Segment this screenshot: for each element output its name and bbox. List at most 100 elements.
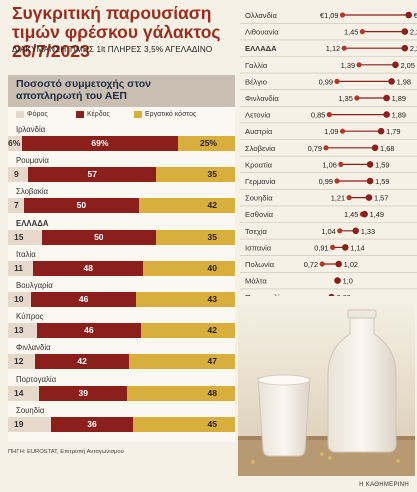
data-label: 42 (207, 325, 217, 336)
bar-segment-profit: 46 (37, 323, 141, 339)
bar-segment-tax: 14 (8, 385, 40, 401)
data-label: 25% (199, 138, 217, 148)
legend-item-labor: Εργατικό κόστος (134, 111, 196, 118)
bar-row: Κύπρος 13 46 42 (8, 312, 235, 343)
bar-segment-profit: 50 (24, 198, 139, 214)
source-note: ΠΗΓΗ: EUROSTAT, Επιτροπή Ανταγωνισμού (8, 449, 124, 455)
bar-segment-profit: 36 (51, 416, 133, 432)
max-dot (383, 111, 390, 118)
max-dot (371, 144, 379, 152)
max-value-label: 1,14 (350, 243, 364, 252)
max-value-label: 1,79 (386, 127, 400, 136)
bar-row: Πορτογαλία 14 39 48 (8, 375, 235, 406)
milk-bottle (327, 315, 397, 453)
min-dot (334, 178, 340, 184)
max-value-label: 1,98 (397, 77, 411, 86)
max-dot (401, 28, 409, 35)
country-label: Κροατία (245, 160, 273, 169)
stacked-bar: 13 46 42 (8, 323, 235, 339)
min-dot (319, 261, 325, 267)
min-value-label: 1,39 (341, 61, 355, 70)
min-value-label: 0,99 (319, 177, 333, 186)
data-label: 35 (207, 169, 217, 180)
country-label: Γαλλία (245, 61, 268, 70)
min-dot (337, 228, 343, 234)
bar-row: Ιταλία 11 48 40 (8, 250, 235, 281)
stacked-bar: 12 42 47 (8, 354, 235, 370)
max-dot (361, 210, 368, 218)
milk-glass (257, 377, 311, 457)
bar-segment-profit: 50 (42, 229, 156, 245)
country-label: ΕΛΛΑΔΑ (245, 44, 277, 53)
min-dot (354, 95, 360, 101)
bar-segment-labor: 42 (140, 323, 235, 339)
seed (328, 456, 332, 460)
max-dot (392, 61, 399, 69)
data-label: 43 (207, 294, 217, 304)
seed (320, 452, 324, 456)
min-value-label: €1,09 (320, 11, 339, 20)
min-dot (330, 244, 336, 250)
category-label: Ιρλανδία (16, 125, 46, 134)
max-value-label: 1,49 (370, 210, 384, 219)
min-value-label: 1,21 (331, 194, 345, 203)
bar-segment-labor: 45 (132, 416, 235, 432)
country-label: Εσθονία (245, 210, 274, 219)
data-label: 57 (87, 169, 97, 180)
max-value-label: 2,22 (410, 28, 417, 37)
stacked-bar: 10 46 43 (8, 292, 235, 307)
data-label: 7 (14, 200, 19, 211)
data-label: 39 (78, 387, 88, 398)
category-label: Ιταλία (16, 249, 36, 259)
max-dot (405, 11, 412, 19)
bar-row: Φινλανδία 12 42 47 (8, 343, 235, 374)
min-dot (326, 112, 332, 118)
max-value-label: 1,57 (374, 194, 388, 203)
max-dot (334, 277, 341, 284)
stacked-bar-panel: Ποσοστό συμμετοχής στον αποπληρωτή του Α… (8, 75, 235, 442)
bar-segment-profit: 42 (34, 354, 130, 370)
min-dot (356, 62, 362, 68)
bar-row: Ιρλανδία 6% 69% 25% (8, 125, 235, 156)
category-label: Πορτογαλία (16, 374, 57, 384)
country-label: Ολλανδία (245, 11, 277, 20)
country-label: Ισπανία (245, 243, 272, 252)
max-dot (335, 260, 342, 268)
min-dot (346, 195, 352, 201)
min-dot (334, 78, 340, 84)
min-value-label: 0,99 (319, 77, 333, 86)
stacked-bar: 11 48 40 (8, 260, 235, 276)
page-title: Συγκριτική παρουσίαση τιμών φρέσκου γάλα… (12, 3, 221, 61)
country-label: Σλοβενία (245, 144, 276, 153)
country-label: Σουηδία (245, 194, 273, 203)
bar-segment-labor: 40 (143, 260, 235, 276)
stacked-bar: 7 50 42 (8, 198, 235, 214)
publisher-credit: Η ΚΑΘΗΜΕΡΙΝΗ (359, 482, 409, 488)
data-label: 10 (14, 294, 24, 304)
max-dot (365, 194, 373, 201)
max-value-label: 1,89 (392, 111, 406, 120)
data-label: 6% (8, 138, 21, 148)
category-label: ΕΛΛΑΔΑ (16, 218, 49, 228)
min-value-label: 1,04 (321, 227, 335, 236)
category-label: Φινλανδία (16, 343, 51, 353)
data-label: 13 (14, 325, 24, 336)
min-dot (359, 29, 365, 35)
bar-row: Σουηδία 19 36 45 (8, 406, 235, 437)
legend-label-tax: Φόρος (27, 111, 48, 118)
data-label: 15 (14, 231, 24, 242)
category-label: Κύπρος (16, 312, 44, 322)
milk-illustration (238, 296, 415, 476)
legend-swatch-tax (16, 111, 24, 118)
data-label: 47 (207, 356, 217, 367)
min-value-label: 0,79 (308, 144, 322, 153)
data-label: 48 (207, 387, 217, 398)
bottle-neck (347, 309, 377, 319)
data-label: 19 (14, 418, 24, 429)
bar-segment-tax: 11 (8, 260, 34, 276)
min-dot (341, 45, 347, 51)
glass-rim (257, 374, 311, 386)
max-value-label: 1,89 (392, 94, 406, 103)
bar-row: Βουλγαρία 10 46 43 (8, 281, 235, 312)
bar-row: Ρουμανία 9 57 35 (8, 156, 235, 187)
